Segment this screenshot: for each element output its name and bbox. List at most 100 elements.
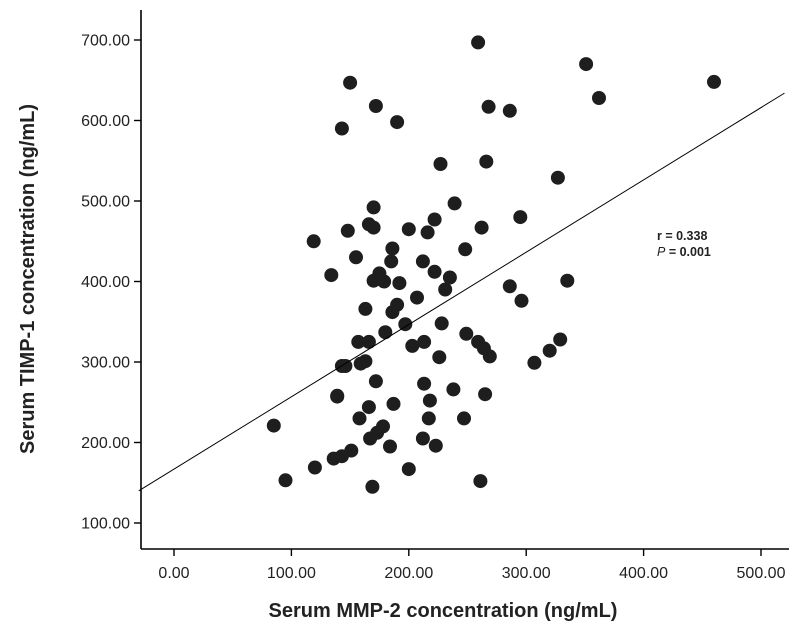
data-point xyxy=(351,334,366,349)
x-tick-label: 0.00 xyxy=(158,565,189,582)
y-tick-label: 600.00 xyxy=(81,113,130,130)
data-point xyxy=(433,157,448,171)
x-tick-label: 300.00 xyxy=(502,565,551,582)
y-tick-label: 100.00 xyxy=(81,516,130,533)
data-point xyxy=(415,431,430,446)
data-point xyxy=(471,35,486,50)
data-points xyxy=(266,35,721,494)
data-point xyxy=(502,279,517,294)
data-point xyxy=(482,349,497,364)
data-point xyxy=(349,250,363,265)
data-point xyxy=(334,449,349,464)
data-point xyxy=(368,374,383,389)
data-point xyxy=(422,393,437,408)
data-point xyxy=(592,91,606,105)
data-point xyxy=(390,115,405,130)
data-point xyxy=(560,273,575,288)
y-tick-label: 300.00 xyxy=(81,355,130,372)
x-axis-ticks: 0.00 100.00 200.00 300.00 400.00 500.00 xyxy=(158,549,786,582)
data-point xyxy=(363,431,378,446)
data-point xyxy=(366,273,381,288)
data-point xyxy=(474,220,489,235)
data-point xyxy=(527,355,542,370)
data-point xyxy=(266,418,281,433)
y-tick-label: 500.00 xyxy=(81,194,130,211)
data-point xyxy=(365,479,380,494)
data-point xyxy=(358,301,373,316)
data-point xyxy=(386,396,401,411)
data-point xyxy=(438,282,453,297)
data-point xyxy=(579,57,594,72)
data-point xyxy=(306,234,321,249)
data-point xyxy=(432,350,447,365)
data-point xyxy=(334,121,349,136)
x-tick-label: 200.00 xyxy=(384,565,433,582)
data-point xyxy=(417,376,432,391)
y-tick-label: 400.00 xyxy=(81,274,130,291)
data-point xyxy=(353,356,368,371)
data-point xyxy=(385,241,400,256)
data-point xyxy=(398,317,413,332)
p-value: = 0.001 xyxy=(665,245,711,259)
data-point xyxy=(361,217,376,232)
x-tick-label: 500.00 xyxy=(737,565,786,582)
data-point xyxy=(459,326,474,341)
data-point xyxy=(307,460,322,475)
data-point xyxy=(405,338,420,353)
y-tick-label: 700.00 xyxy=(81,33,130,50)
data-point xyxy=(377,274,392,289)
regression-line xyxy=(138,92,785,492)
data-point xyxy=(401,462,416,477)
data-point xyxy=(401,222,416,237)
data-point xyxy=(442,270,457,285)
x-axis-title: Serum MMP-2 concentration (ng/mL) xyxy=(269,600,618,622)
data-point xyxy=(378,325,393,340)
data-point xyxy=(478,387,493,402)
y-axis-title: Serum TIMP-1 concentration (ng/mL) xyxy=(17,104,39,454)
data-point xyxy=(427,212,442,227)
data-point xyxy=(514,293,529,308)
y-tick-label: 200.00 xyxy=(81,435,130,452)
data-point xyxy=(366,200,381,215)
data-point xyxy=(278,473,293,488)
data-point xyxy=(481,99,496,114)
data-point xyxy=(479,154,494,169)
data-point xyxy=(542,343,557,358)
data-point xyxy=(458,242,473,257)
data-point xyxy=(446,382,461,397)
data-point xyxy=(361,334,376,349)
x-tick-label: 100.00 xyxy=(267,565,316,582)
data-point xyxy=(361,400,376,415)
data-point xyxy=(343,75,358,90)
data-point xyxy=(338,359,353,373)
data-point xyxy=(410,290,424,305)
data-point xyxy=(383,439,397,454)
data-point xyxy=(421,411,436,426)
data-point xyxy=(447,196,462,211)
data-point xyxy=(340,223,355,238)
data-point xyxy=(428,438,443,453)
data-point xyxy=(324,268,339,283)
p-annotation: P = 0.001 xyxy=(657,245,711,259)
data-point xyxy=(368,99,383,113)
data-point xyxy=(457,411,471,426)
data-point xyxy=(502,103,517,118)
x-tick-label: 400.00 xyxy=(619,565,668,582)
data-point xyxy=(707,74,721,89)
data-point xyxy=(415,254,430,269)
r-annotation: r = 0.338 xyxy=(657,229,707,243)
data-point xyxy=(473,474,488,489)
data-point xyxy=(427,264,442,279)
data-point xyxy=(390,297,405,312)
data-point xyxy=(417,334,432,349)
data-point xyxy=(352,411,367,426)
data-point xyxy=(330,388,345,403)
data-point xyxy=(550,170,565,185)
data-point xyxy=(553,332,568,347)
p-symbol: P xyxy=(657,245,666,259)
data-point xyxy=(384,254,399,269)
data-point xyxy=(420,225,435,240)
data-point xyxy=(434,316,449,331)
